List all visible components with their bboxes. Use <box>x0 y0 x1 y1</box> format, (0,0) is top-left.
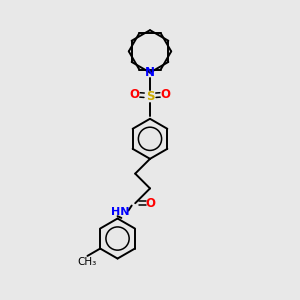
Text: S: S <box>146 90 154 103</box>
Text: O: O <box>160 88 170 101</box>
Text: HN: HN <box>111 207 130 217</box>
Text: O: O <box>146 197 155 210</box>
Text: CH₃: CH₃ <box>78 257 97 267</box>
Text: O: O <box>130 88 140 101</box>
Text: N: N <box>145 66 155 79</box>
